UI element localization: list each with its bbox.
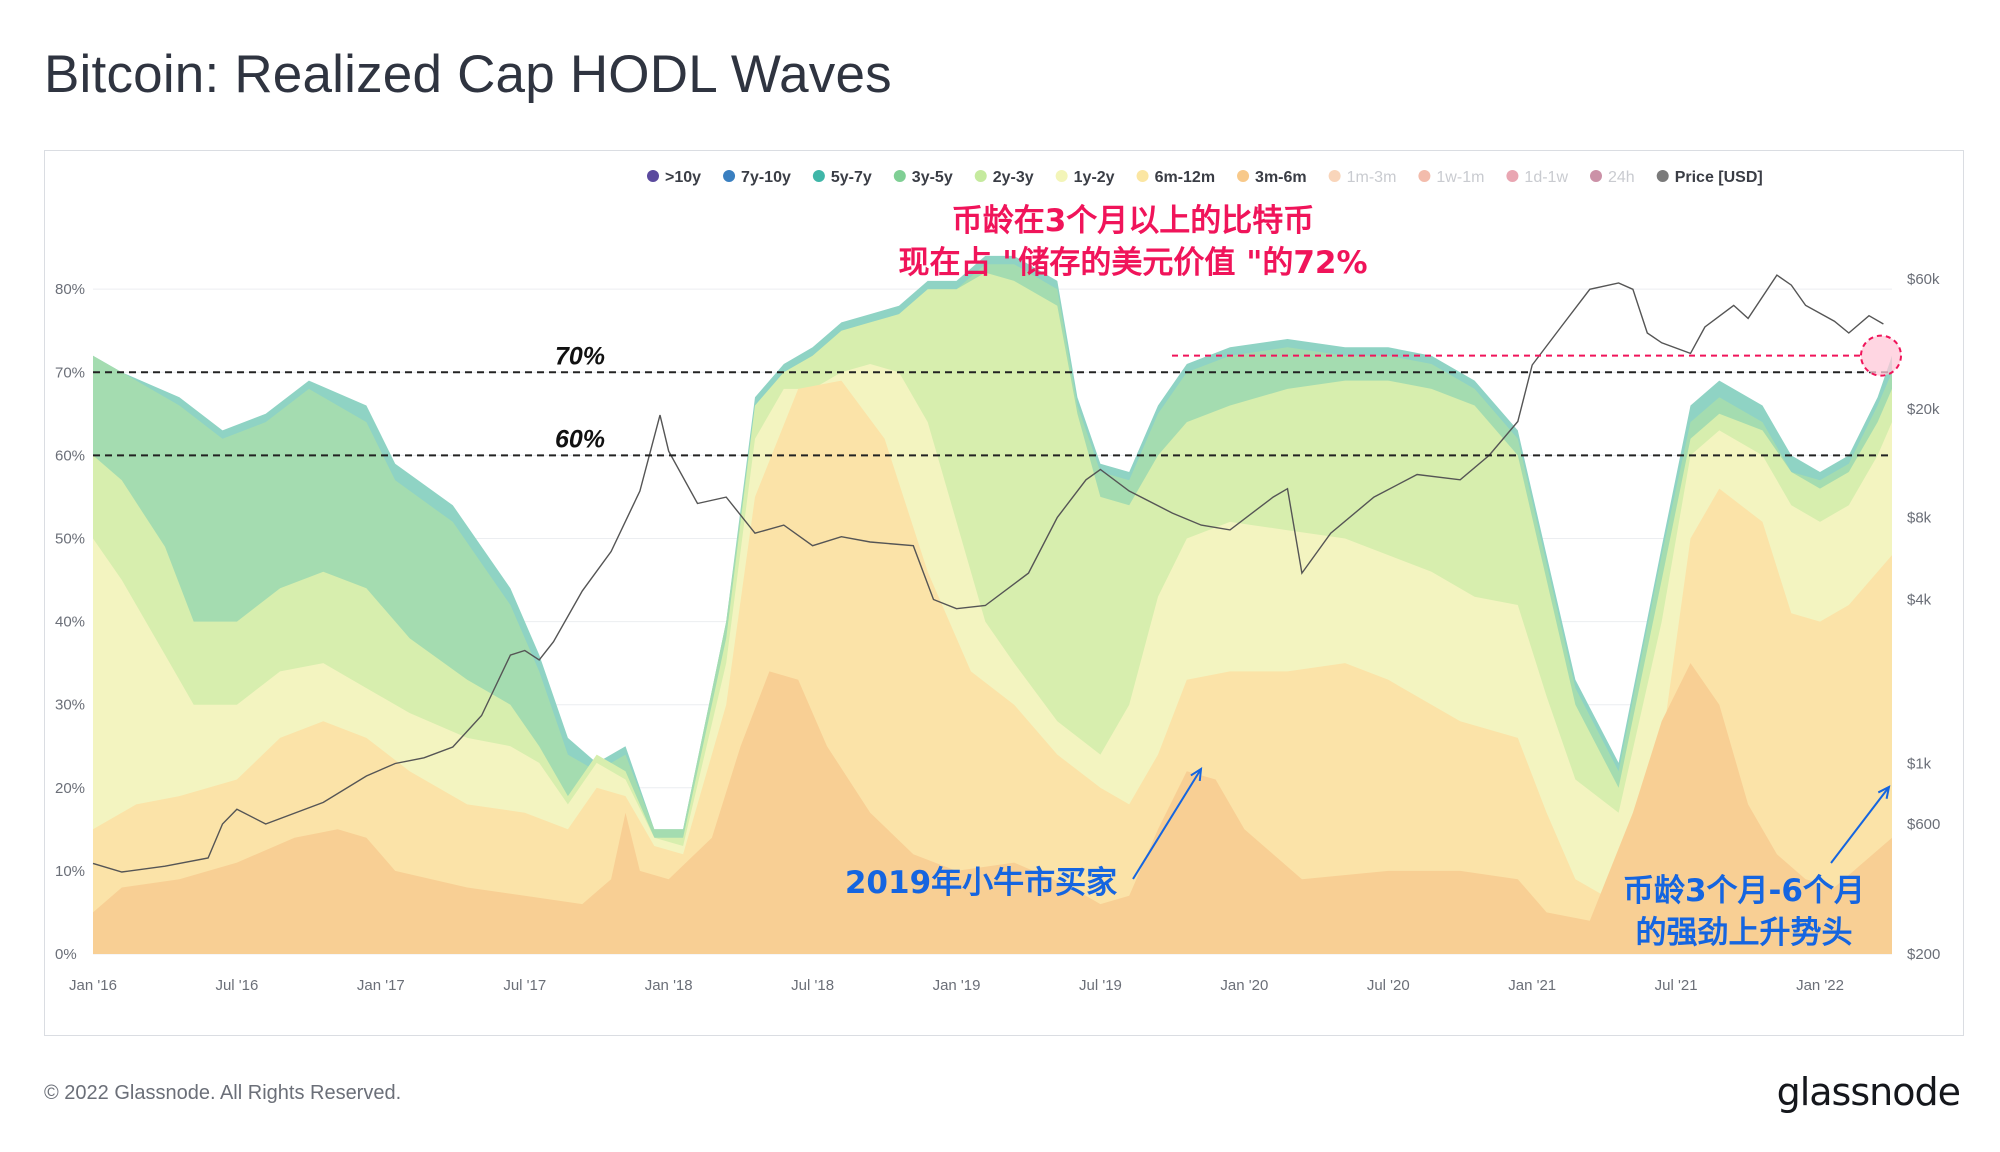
legend-item: 2y-3y [993,169,1034,186]
page-title: Bitcoin: Realized Cap HODL Waves [44,45,892,104]
legend-item: 6m-12m [1155,169,1215,186]
area-band [93,663,1892,954]
x-tick-label: Jul '20 [1367,977,1410,994]
x-tick-label: Jul '19 [1079,977,1122,994]
glassnode-logo: glassnode [1776,1070,1961,1114]
y-tick-label: 0% [55,946,77,963]
annotation-text: 现在占 "储存的美元价值 "的72% [898,245,1367,281]
area-layer [93,255,1892,955]
price-line [92,274,1884,873]
legend-item: 1d-1w [1524,169,1568,186]
legend-swatch [1590,170,1602,182]
legend-swatch [1136,170,1149,182]
legend-item: 1y-2y [1074,169,1115,186]
legend-item: 5y-7y [831,169,872,186]
legend-item: 24h [1608,169,1635,186]
annotation-text: 2019年小牛市买家 [845,865,1117,901]
annotation-arrowhead [1877,785,1891,799]
y-tick-label: 70% [55,364,85,381]
x-tick-label: Jan '17 [357,977,405,994]
price-tick-label: $60k [1907,271,1940,288]
price-tick-label: $1k [1907,756,1932,773]
price-tick-label: $4k [1907,591,1932,608]
annotation-arrow [1830,786,1890,864]
reference-lines: 70% 60% [93,342,1892,457]
legend-swatch [1055,170,1068,182]
x-tick-label: Jul '17 [503,977,546,994]
price-layer [92,274,1884,873]
y-tick-label: 80% [55,281,85,298]
legend-item: Price [USD] [1675,169,1763,186]
y-tick-label: 30% [55,697,85,714]
area-band [93,380,1892,955]
y-tick-label: 20% [55,780,85,797]
y-tick-label: 60% [55,447,85,464]
x-tick-label: Jan '20 [1220,977,1268,994]
x-tick-label: Jan '18 [645,977,693,994]
legend-swatch [1328,170,1341,182]
hodl-waves-chart: glassnode 70%60% 0%10%20%30%40%50%60%70%… [55,169,1940,994]
legend-swatch [647,170,659,182]
x-tick-label: Jan '16 [69,977,117,994]
axis-layer: 0% 10% 20% 30% 40% 50% 60% 70% 80% $200 $600 $1k $4k… [55,271,1940,994]
x-tick-label: Jul '18 [791,977,834,994]
copyright-text: © 2022 Glassnode. All Rights Reserved. [44,1082,402,1104]
annotation-text: 的强劲上升势头 [1636,915,1853,951]
legend-swatch [1418,170,1431,182]
legend-swatch [1656,170,1669,182]
legend-swatch [974,170,987,182]
legend-item: 3y-5y [912,169,953,186]
legend-item: 1m-3m [1347,169,1397,186]
legend-swatch [723,170,736,182]
legend-swatch [1506,170,1519,182]
price-tick-label: $20k [1907,401,1940,418]
legend: >10y 7y-10y 5y-7y 3y-5y 2y-3y 1y-2y 6m-12m 3m-6… [647,169,1763,186]
price-tick-label: $200 [1907,946,1940,963]
annotation-arrow [1132,768,1202,880]
highlight-circle [1860,334,1902,377]
reference-line-label: 70% [555,342,605,370]
x-tick-label: Jan '19 [933,977,981,994]
y-tick-label: 10% [55,863,85,880]
annotation-text: 币龄3个月-6个月 [1623,873,1865,909]
legend-swatch [812,170,825,182]
legend-item: >10y [665,169,701,186]
x-tick-label: Jul '21 [1655,977,1698,994]
legend-item: 3m-6m [1255,169,1307,186]
price-tick-label: $8k [1907,509,1932,526]
x-tick-label: Jul '16 [215,977,258,994]
y-tick-label: 40% [55,614,85,631]
legend-swatch [1237,170,1250,182]
legend-item: 1w-1m [1436,169,1484,186]
reference-line-label: 60% [555,425,605,453]
annotation-arrowhead [1190,767,1203,782]
x-tick-label: Jan '21 [1508,977,1556,994]
y-tick-label: 50% [55,530,85,547]
x-tick-label: Jan '22 [1796,977,1844,994]
chart-container: glassnode 70%60% 0%10%20%30%40%50%60%70%… [44,150,1964,1036]
legend-swatch [893,170,906,182]
legend-item: 7y-10y [741,169,791,186]
price-tick-label: $600 [1907,816,1940,833]
annotation-text: 币龄在3个月以上的比特币 [952,203,1315,239]
